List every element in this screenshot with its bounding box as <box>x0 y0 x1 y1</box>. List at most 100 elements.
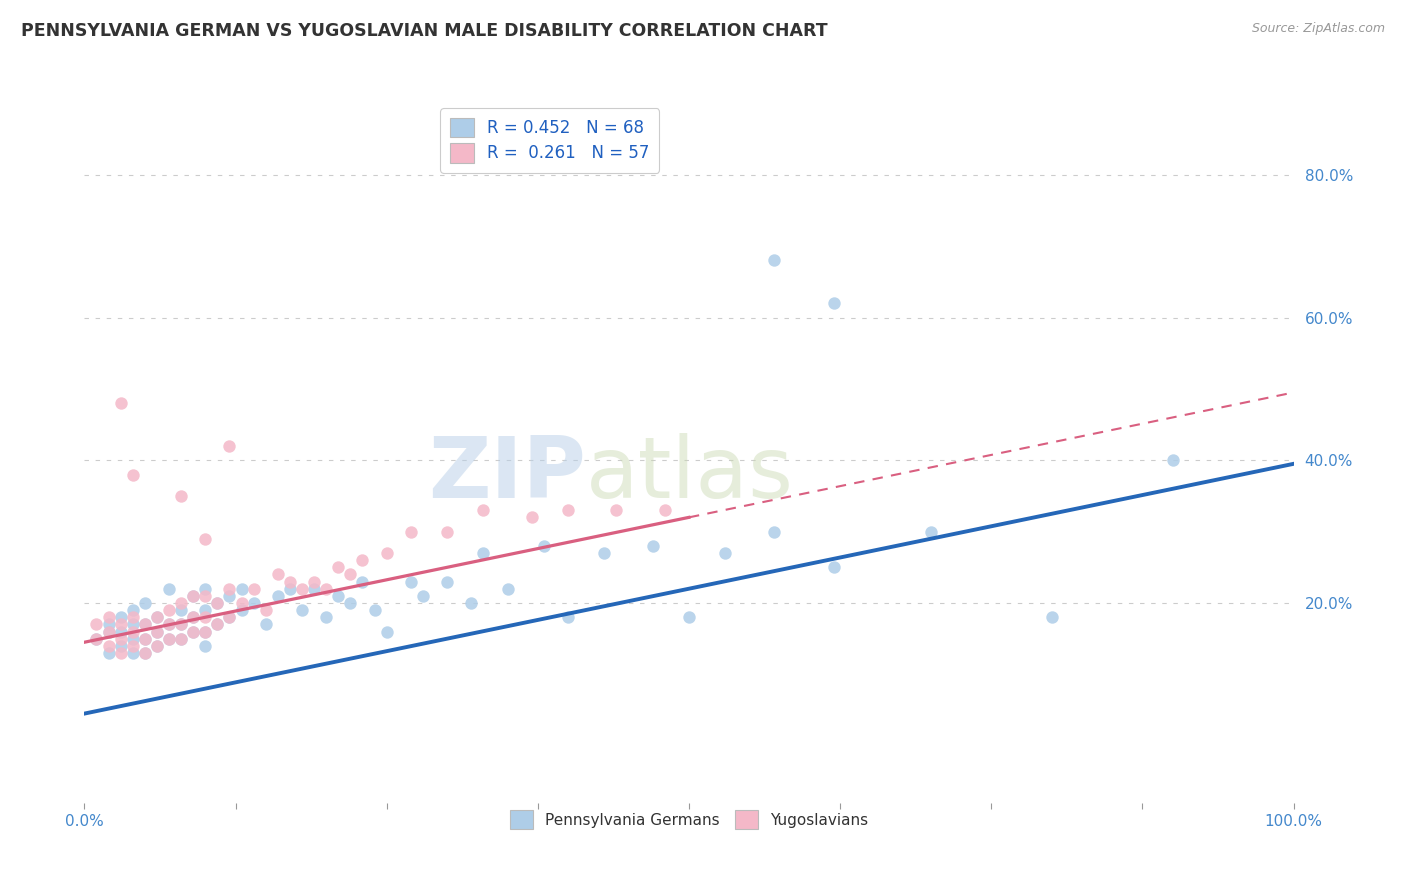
Legend: Pennsylvania Germans, Yugoslavians: Pennsylvania Germans, Yugoslavians <box>501 801 877 838</box>
Point <box>218 589 240 603</box>
Point <box>97 639 120 653</box>
Point <box>146 624 169 639</box>
Point <box>593 546 616 560</box>
Point <box>557 610 579 624</box>
Point <box>436 574 458 589</box>
Point <box>363 603 385 617</box>
Point <box>496 582 519 596</box>
Point <box>302 582 325 596</box>
Point <box>291 582 314 596</box>
Point <box>654 503 676 517</box>
Point <box>207 596 229 610</box>
Point <box>315 582 337 596</box>
Point <box>315 610 337 624</box>
Point <box>110 396 132 410</box>
Point <box>97 624 120 639</box>
Point <box>194 639 217 653</box>
Point <box>86 632 108 646</box>
Point <box>121 624 143 639</box>
Point <box>170 489 193 503</box>
Point <box>110 617 132 632</box>
Point <box>472 546 495 560</box>
Point <box>823 296 845 310</box>
Point <box>472 503 495 517</box>
Point <box>157 632 180 646</box>
Point <box>97 624 120 639</box>
Point <box>328 589 350 603</box>
Point <box>339 596 361 610</box>
Point <box>641 539 664 553</box>
Point <box>121 632 143 646</box>
Point <box>207 617 229 632</box>
Point <box>157 603 180 617</box>
Point <box>181 589 204 603</box>
Point <box>194 589 217 603</box>
Point <box>920 524 942 539</box>
Point <box>194 624 217 639</box>
Point <box>146 639 169 653</box>
Point <box>520 510 543 524</box>
Point <box>134 632 156 646</box>
Point <box>194 610 217 624</box>
Point <box>86 632 108 646</box>
Point <box>194 582 217 596</box>
Point <box>557 503 579 517</box>
Point <box>207 617 229 632</box>
Point <box>254 603 277 617</box>
Point <box>181 624 204 639</box>
Point <box>207 596 229 610</box>
Point <box>170 596 193 610</box>
Point <box>267 567 290 582</box>
Point <box>121 467 143 482</box>
Point <box>170 617 193 632</box>
Point <box>146 624 169 639</box>
Point <box>134 646 156 660</box>
Point <box>254 617 277 632</box>
Point <box>352 574 374 589</box>
Point <box>134 617 156 632</box>
Point <box>460 596 482 610</box>
Point <box>86 617 108 632</box>
Point <box>533 539 555 553</box>
Point <box>170 632 193 646</box>
Point <box>97 617 120 632</box>
Point <box>121 610 143 624</box>
Point <box>121 617 143 632</box>
Point <box>157 617 180 632</box>
Point <box>170 617 193 632</box>
Point <box>218 439 240 453</box>
Point <box>399 524 422 539</box>
Point <box>194 603 217 617</box>
Point <box>242 596 264 610</box>
Point <box>375 546 398 560</box>
Point <box>181 610 204 624</box>
Point <box>146 639 169 653</box>
Point <box>605 503 627 517</box>
Point <box>291 603 314 617</box>
Point <box>146 610 169 624</box>
Point <box>242 582 264 596</box>
Point <box>436 524 458 539</box>
Point <box>231 603 253 617</box>
Point <box>328 560 350 574</box>
Point <box>110 624 132 639</box>
Point <box>678 610 700 624</box>
Text: ZIP: ZIP <box>429 433 586 516</box>
Point <box>762 253 785 268</box>
Point <box>110 610 132 624</box>
Point <box>97 610 120 624</box>
Point <box>134 632 156 646</box>
Point <box>157 582 180 596</box>
Point <box>134 617 156 632</box>
Point <box>170 632 193 646</box>
Point <box>218 610 240 624</box>
Point <box>218 582 240 596</box>
Point <box>181 589 204 603</box>
Text: atlas: atlas <box>586 433 794 516</box>
Point <box>110 632 132 646</box>
Point <box>231 582 253 596</box>
Point <box>1161 453 1184 467</box>
Point <box>134 596 156 610</box>
Text: PENNSYLVANIA GERMAN VS YUGOSLAVIAN MALE DISABILITY CORRELATION CHART: PENNSYLVANIA GERMAN VS YUGOSLAVIAN MALE … <box>21 22 828 40</box>
Point <box>714 546 737 560</box>
